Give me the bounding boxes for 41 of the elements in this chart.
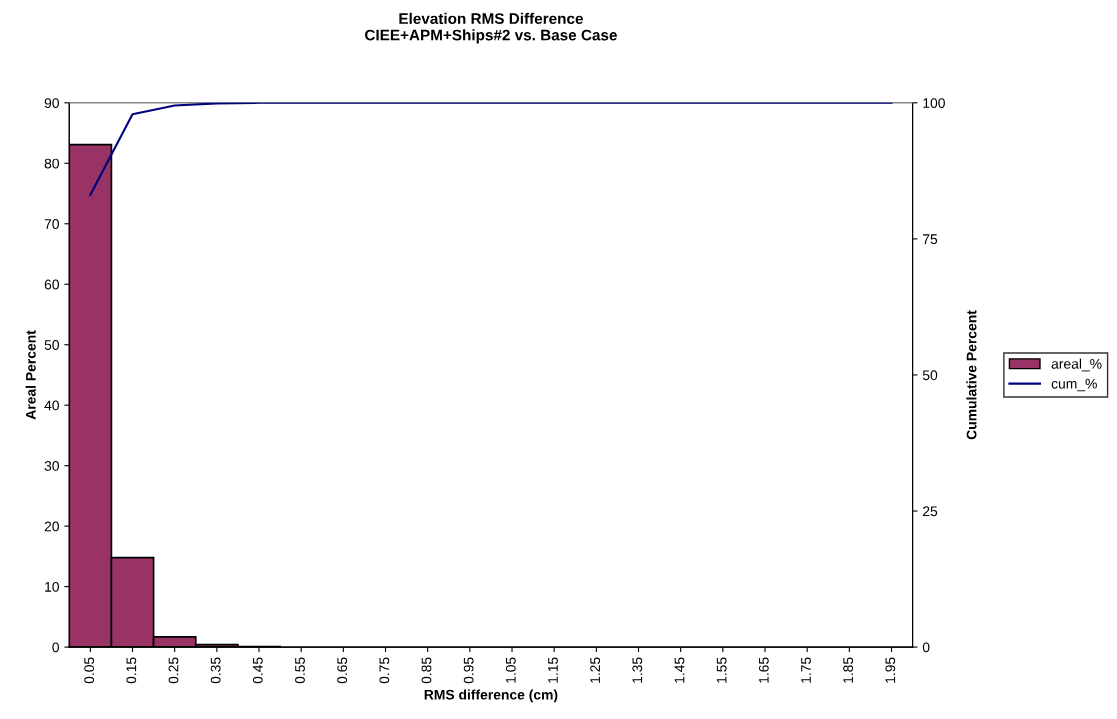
y-tick-label: 70 (44, 219, 59, 229)
y-axis-title: Areal Percent (25, 330, 36, 420)
x-tick-label: 1.95 (885, 657, 896, 683)
x-tick-label: 0.45 (252, 657, 263, 684)
x-tick-label: 0.15 (126, 657, 137, 684)
x-tick-label: 0.35 (210, 657, 221, 684)
x-tick-label: 0.05 (84, 657, 95, 684)
x-axis-title: RMS difference (cm) (424, 689, 558, 703)
y2-tick-label: 25 (923, 506, 938, 517)
y-tick-label: 40 (44, 400, 59, 411)
x-tick-label: 1.55 (716, 657, 727, 683)
y2-axis-title: Cumulative Percent (966, 310, 977, 440)
legend-label: cum_% (1051, 378, 1097, 392)
x-tick-label: 0.65 (337, 657, 348, 684)
y-tick-label: 80 (44, 158, 59, 169)
y-tick-label: 20 (44, 521, 59, 532)
x-tick-label: 0.95 (463, 657, 474, 684)
x-tick-label: 1.65 (758, 657, 769, 683)
x-tick-label: 1.45 (674, 657, 685, 683)
y-tick-label: 10 (45, 581, 59, 592)
legend-label: areal_% (1051, 358, 1102, 372)
y-tick-label: 30 (44, 461, 59, 471)
y-tick-label: 60 (44, 279, 59, 290)
x-tick-label: 1.25 (590, 657, 601, 683)
x-tick-label: 1.75 (801, 657, 811, 683)
x-tick-label: 1.05 (505, 657, 516, 683)
x-tick-label: 0.85 (421, 657, 432, 684)
y-tick-label: 50 (44, 340, 59, 350)
y2-tick-label: 50 (922, 370, 938, 381)
y2-tick-label: 0 (922, 642, 930, 653)
x-tick-label: 0.25 (168, 657, 179, 684)
y-tick-label: 0 (52, 642, 59, 653)
chart-title: Elevation RMS Difference CIEE+APM+Ships#2 vs. Base Case (365, 12, 617, 44)
x-tick-label: 1.15 (548, 657, 558, 683)
y-tick-label: 90 (44, 98, 59, 108)
y2-tick-label: 100 (923, 98, 945, 108)
x-tick-label: 1.85 (843, 657, 854, 683)
x-tick-label: 1.35 (632, 657, 643, 683)
x-tick-label: 0.75 (379, 657, 390, 684)
x-tick-label: 0.55 (295, 657, 305, 684)
y2-tick-label: 75 (923, 234, 938, 245)
